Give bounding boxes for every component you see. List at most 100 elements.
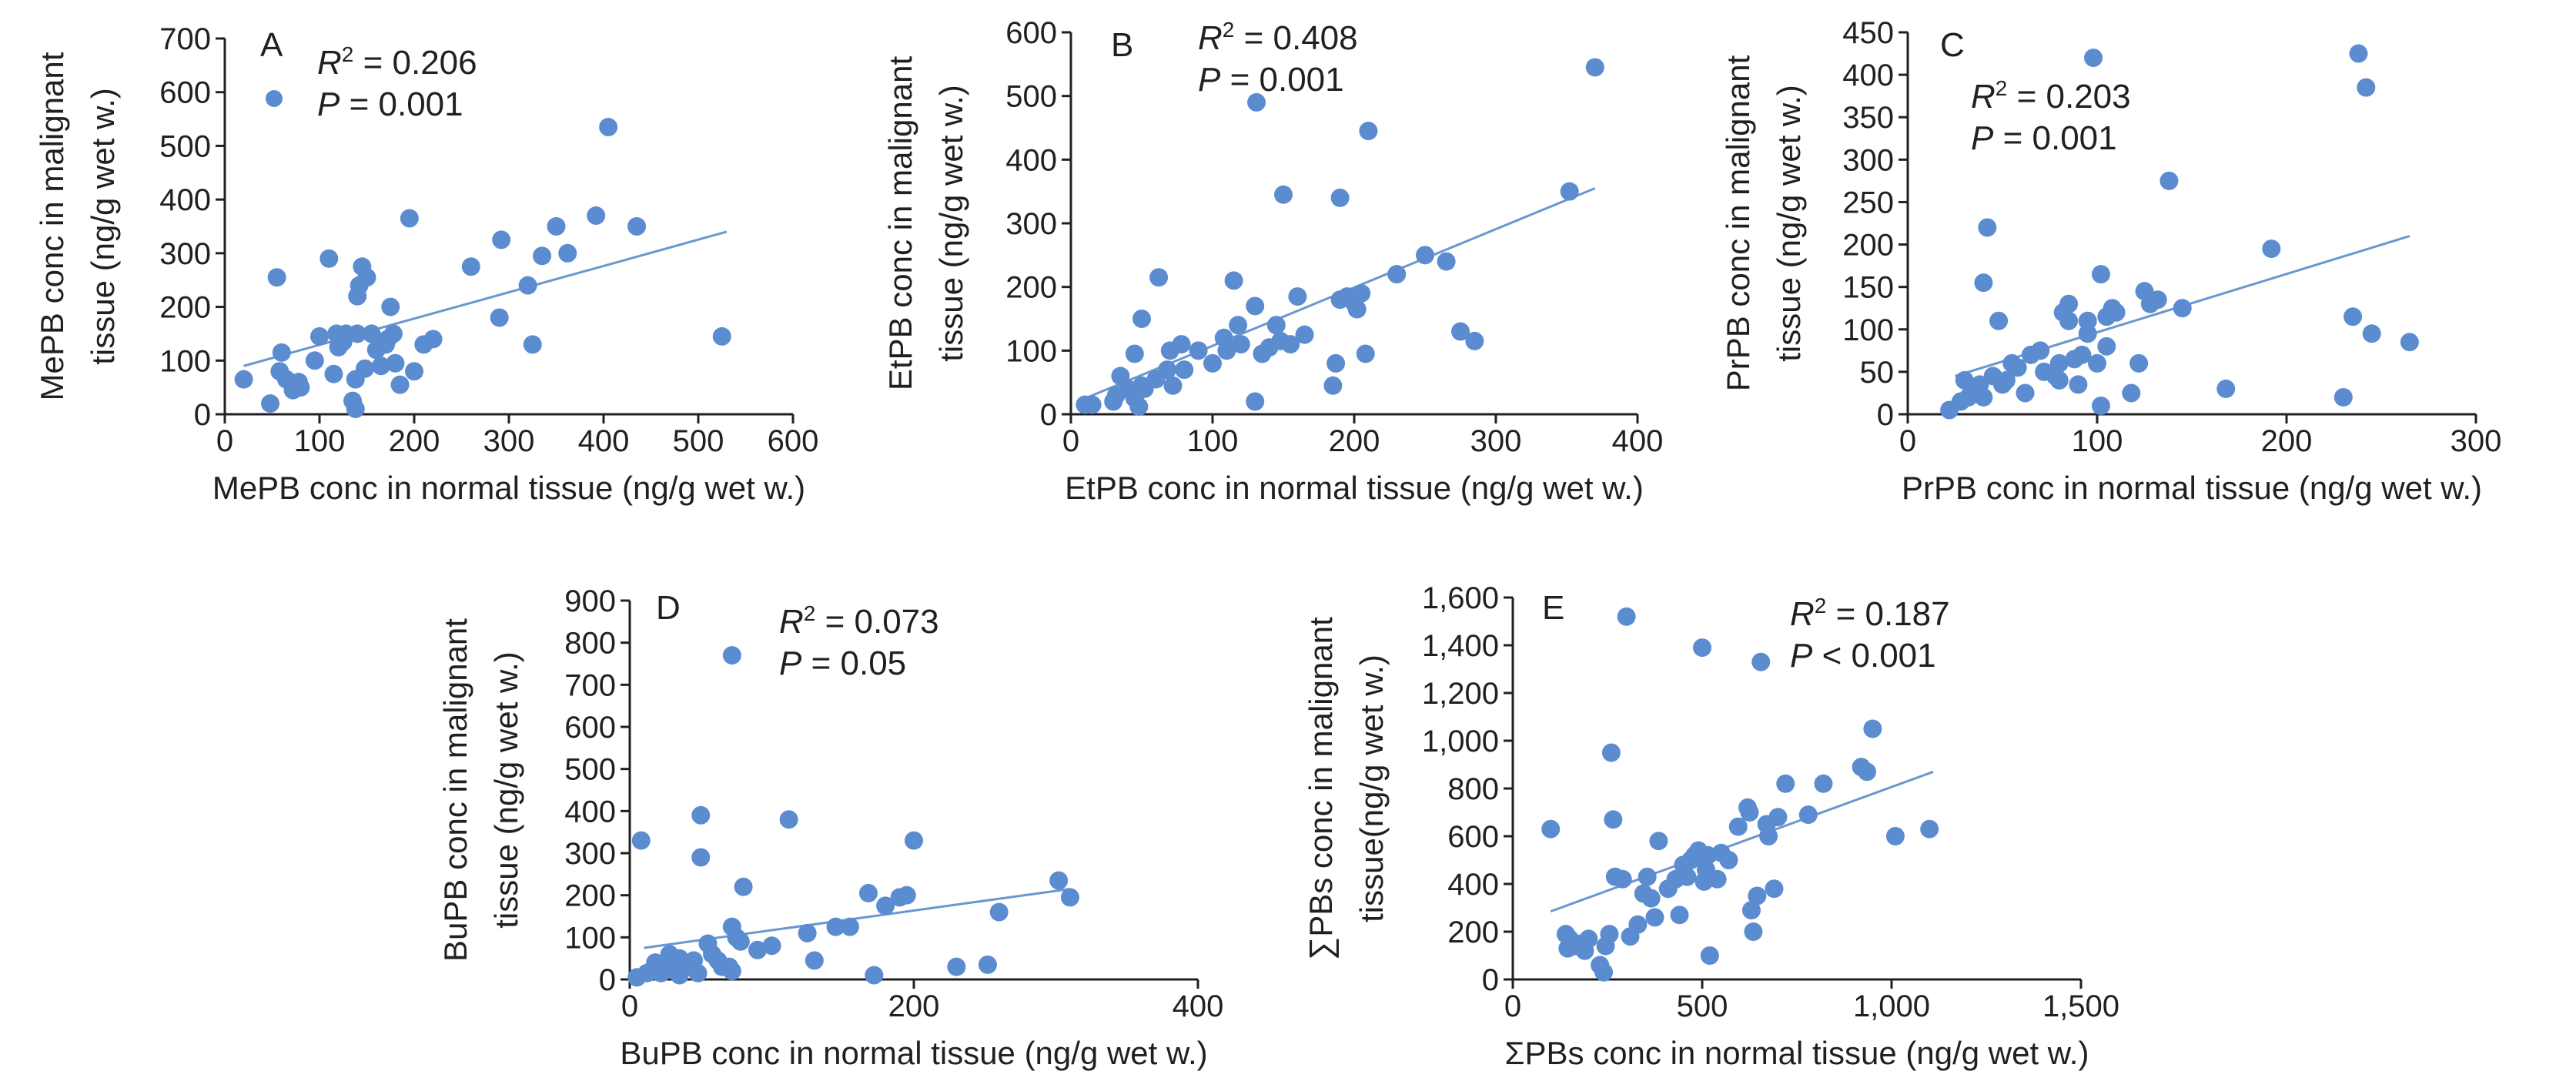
data-point xyxy=(1741,901,1761,920)
data-point xyxy=(1082,395,1102,414)
data-point xyxy=(731,932,750,951)
x-axis-label: PrPB conc in normal tissue (ng/g wet w.) xyxy=(1902,470,2482,506)
x-tick-label: 0 xyxy=(621,989,638,1023)
y-axis-label-line: tissue (ng/g wet w.) xyxy=(488,651,524,928)
x-tick-label: 300 xyxy=(2451,424,2502,458)
data-point xyxy=(2078,324,2097,343)
data-point xyxy=(2059,294,2079,313)
data-point xyxy=(1437,252,1456,271)
x-tick-label: 0 xyxy=(1062,424,1079,458)
x-tick-label: 400 xyxy=(578,424,630,458)
panel-letter: C xyxy=(1940,26,1965,64)
data-point xyxy=(1974,387,1993,407)
data-point xyxy=(2262,239,2281,259)
p-value: = 0.05 xyxy=(801,644,906,682)
panel-letter: B xyxy=(1111,26,1133,64)
y-tick-label: 700 xyxy=(159,22,211,56)
y-tick-label: 1,400 xyxy=(1422,629,1499,663)
r-squared-value: = 0.187 xyxy=(1826,595,1949,633)
data-point xyxy=(2400,333,2419,352)
data-point xyxy=(691,805,711,825)
legend-marker xyxy=(266,90,283,107)
superscript-two: 2 xyxy=(1815,594,1827,618)
x-axis-label: ΣPBs conc in normal tissue (ng/g wet w.) xyxy=(1505,1035,2089,1071)
data-point xyxy=(2122,383,2141,403)
y-tick-label: 300 xyxy=(564,837,616,871)
y-tick-label: 1,000 xyxy=(1422,725,1499,758)
data-point xyxy=(1728,817,1748,836)
x-tick-label: 200 xyxy=(888,989,940,1023)
data-point xyxy=(1814,774,1833,793)
y-tick-label: 500 xyxy=(1005,80,1057,114)
data-point xyxy=(1359,122,1378,141)
data-point xyxy=(518,276,537,295)
trend-line xyxy=(243,230,728,367)
data-point xyxy=(876,896,895,916)
data-point xyxy=(2091,265,2110,284)
data-point xyxy=(1700,946,1719,965)
y-tick-label: 0 xyxy=(1877,398,1894,432)
data-point xyxy=(1678,867,1697,886)
y-tick-label: 0 xyxy=(599,963,616,997)
data-point xyxy=(1955,370,1974,390)
p-value-label: P < 0.001 xyxy=(1790,637,1936,675)
y-tick-label: 400 xyxy=(159,183,211,217)
y-tick-label: 100 xyxy=(1005,334,1057,368)
r-squared-value: = 0.408 xyxy=(1234,19,1357,57)
data-point xyxy=(1768,808,1788,827)
data-point xyxy=(381,297,400,316)
data-point xyxy=(305,351,324,370)
data-point xyxy=(1158,360,1177,380)
y-axis-label-line: tissue(ng/g wet w.) xyxy=(1353,654,1390,922)
y-tick-label: 300 xyxy=(159,237,211,271)
data-point xyxy=(1274,185,1293,204)
data-point xyxy=(2148,290,2167,310)
panel-b: 0 100 200 300 400 0 100 200 300 400 500 600 EtPB con… xyxy=(882,16,1663,506)
y-axis-label-line: tissue (ng/g wet w.) xyxy=(933,85,969,361)
data-point xyxy=(1129,397,1149,417)
x-tick-label: 300 xyxy=(1470,424,1522,458)
data-point xyxy=(1885,827,1905,845)
data-point xyxy=(840,917,859,936)
data-point xyxy=(533,246,552,266)
r-symbol: R xyxy=(779,603,804,641)
data-point xyxy=(722,646,741,665)
data-point xyxy=(1670,906,1689,925)
data-point xyxy=(691,848,711,867)
data-point xyxy=(1920,819,1939,839)
data-point xyxy=(1617,607,1636,626)
trend-line xyxy=(1550,770,1934,913)
y-axis-label-line: BuPB conc in malignant xyxy=(437,618,473,962)
data-point xyxy=(1326,353,1346,373)
data-point xyxy=(1224,271,1243,290)
p-symbol: P xyxy=(1971,119,1994,157)
y-tick-label: 500 xyxy=(564,753,616,787)
data-point xyxy=(234,370,253,389)
panel-letter: D xyxy=(656,589,681,627)
data-point xyxy=(805,951,824,970)
y-tick-label: 600 xyxy=(159,76,211,110)
data-point xyxy=(1246,296,1265,316)
y-tick-label: 400 xyxy=(1842,59,1894,92)
data-point xyxy=(362,324,381,343)
data-point xyxy=(386,353,405,373)
data-point xyxy=(1863,719,1882,738)
y-tick-label: 0 xyxy=(194,398,211,432)
x-axis-label: EtPB conc in normal tissue (ng/g wet w.) xyxy=(1065,470,1644,506)
data-point xyxy=(1217,341,1236,360)
y-tick-label: 200 xyxy=(159,291,211,325)
panel-e: 0 500 1,000 1,500 0 200 400 600 800 1,000 1,200 1,4… xyxy=(1303,581,2119,1071)
data-point xyxy=(1600,925,1619,944)
data-point xyxy=(1175,360,1194,380)
data-point xyxy=(1601,743,1621,762)
data-point xyxy=(2173,299,2192,318)
panel-letter: A xyxy=(260,26,283,64)
data-point xyxy=(2073,345,2092,364)
data-point xyxy=(989,902,1009,922)
y-axis-label-line: tissue (ng/g wet w.) xyxy=(1771,85,1807,361)
data-point xyxy=(400,209,419,228)
data-point xyxy=(461,257,480,276)
data-point xyxy=(2078,311,2097,330)
panel-c: 0 100 200 300050100150200250300350400450PrP… xyxy=(1720,16,2501,506)
data-point xyxy=(1765,879,1784,899)
